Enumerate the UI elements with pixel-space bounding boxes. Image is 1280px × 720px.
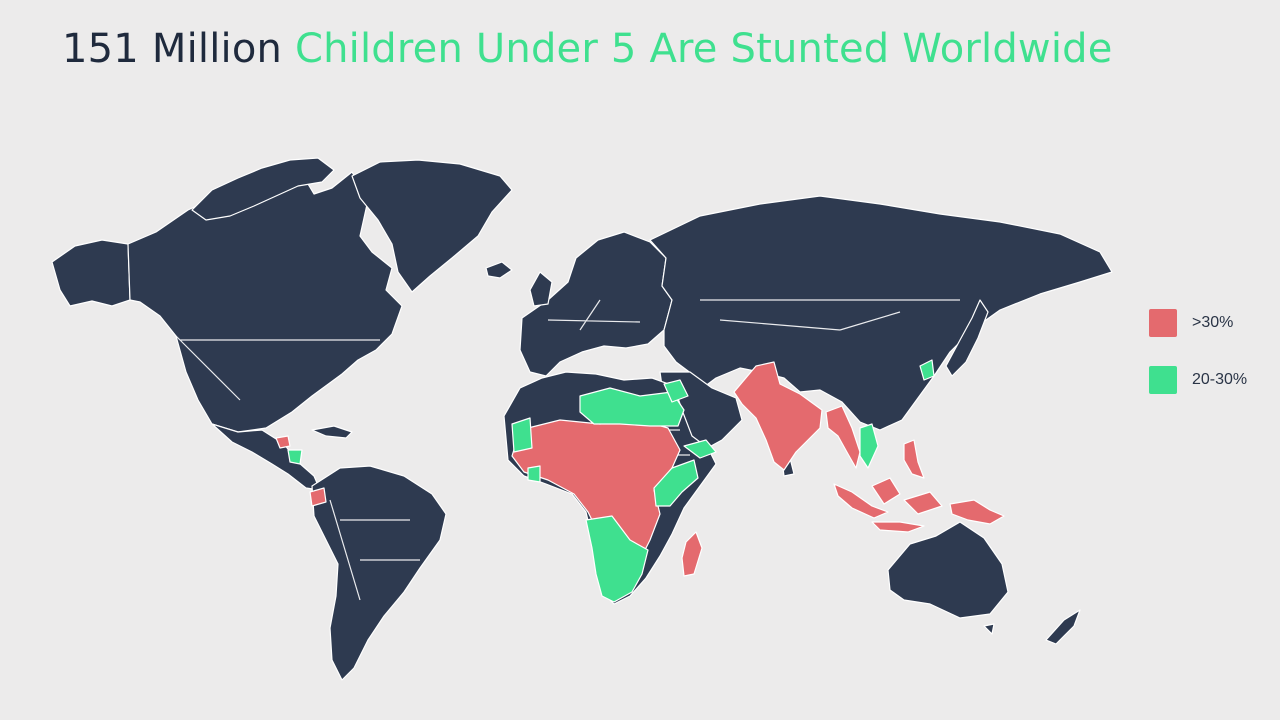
page-title: 151 Million Children Under 5 Are Stunted… <box>62 26 1113 72</box>
arctic-islands-landmass <box>191 157 335 221</box>
region-south-asia-high-stunting <box>733 361 823 471</box>
region-north-korea-medium-stunting <box>919 359 935 381</box>
uk-landmass <box>529 271 553 307</box>
region-indonesia-high-stunting <box>833 477 1005 533</box>
greenland-landmass <box>351 159 513 293</box>
region-libya-egypt-medium-stunting <box>579 387 685 427</box>
region-madagascar-high-stunting <box>681 531 703 577</box>
region-ecuador-high-stunting <box>309 487 327 507</box>
new-zealand-landmass <box>1045 609 1081 645</box>
region-southern-africa-medium-stunting <box>585 515 649 603</box>
legend-item-medium: 20-30% <box>1149 365 1247 395</box>
iceland-landmass <box>485 261 513 279</box>
australia-landmass <box>887 521 1009 619</box>
caribbean-islands-landmass <box>311 425 353 439</box>
legend-swatch-medium <box>1149 366 1177 394</box>
region-syria-medium-stunting <box>663 379 689 403</box>
legend: >30% 20-30% <box>1149 308 1247 422</box>
legend-label-high: >30% <box>1192 314 1234 331</box>
japan-landmass <box>945 299 989 377</box>
legend-swatch-high <box>1149 309 1177 337</box>
region-vietnam-medium-stunting <box>859 423 879 469</box>
region-philippines-high-stunting <box>903 439 925 479</box>
region-guatemala-high-stunting <box>275 435 291 449</box>
title-count: 151 Million <box>62 26 283 72</box>
tasmania-landmass <box>983 623 995 635</box>
legend-label-medium: 20-30% <box>1192 371 1248 388</box>
region-mauritania-medium-stunting <box>511 417 533 453</box>
region-ghana-medium-stunting <box>527 465 541 483</box>
region-honduras-medium-stunting <box>287 449 303 465</box>
title-subject: Children Under 5 Are Stunted Worldwide <box>294 26 1113 72</box>
region-kenya-medium-stunting <box>653 459 699 507</box>
legend-item-high: >30% <box>1149 308 1247 338</box>
region-yemen-medium-stunting <box>683 439 717 459</box>
alaska-landmass <box>51 239 131 307</box>
central-america-landmass <box>211 423 321 491</box>
region-southeast-asia-high-stunting <box>825 405 861 469</box>
south-america-landmass <box>311 465 447 681</box>
north-america-landmass <box>127 169 403 433</box>
